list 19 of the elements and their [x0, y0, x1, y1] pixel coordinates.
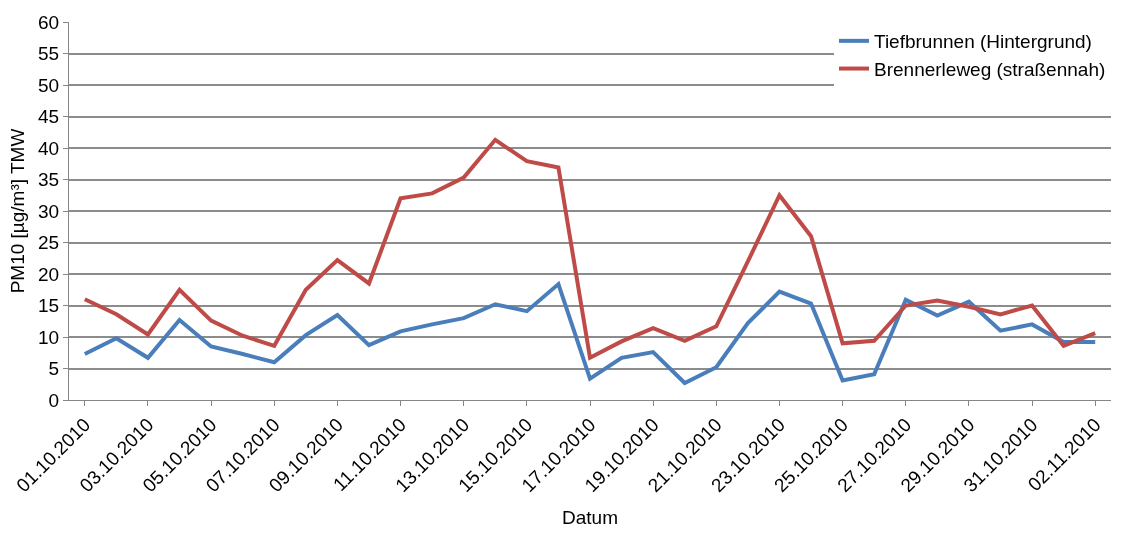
- y-tick-label: 45: [38, 106, 60, 128]
- legend-label: Brennerleweg (straßennah): [874, 58, 1106, 80]
- y-tick-label: 25: [38, 232, 60, 254]
- y-tick-label: 15: [38, 295, 60, 317]
- y-tick-label: 10: [38, 326, 60, 348]
- y-tick-label: 40: [38, 137, 60, 159]
- x-axis-title: Datum: [562, 506, 618, 528]
- y-tick-label: 5: [48, 358, 60, 380]
- y-tick-label: 55: [38, 43, 60, 65]
- y-tick-label: 60: [38, 11, 60, 33]
- y-axis-title: PM10 [µg/m³] TMW: [6, 128, 28, 294]
- y-tick-label: 50: [38, 74, 60, 96]
- y-tick-label: 30: [38, 200, 60, 222]
- y-tick-label: 35: [38, 169, 60, 191]
- line-series: [82, 137, 1098, 360]
- line-series: [82, 282, 1098, 385]
- y-tick-label: 20: [38, 263, 60, 285]
- y-tick-label: 0: [48, 389, 60, 411]
- legend-label: Tiefbrunnen (Hintergrund): [874, 31, 1092, 53]
